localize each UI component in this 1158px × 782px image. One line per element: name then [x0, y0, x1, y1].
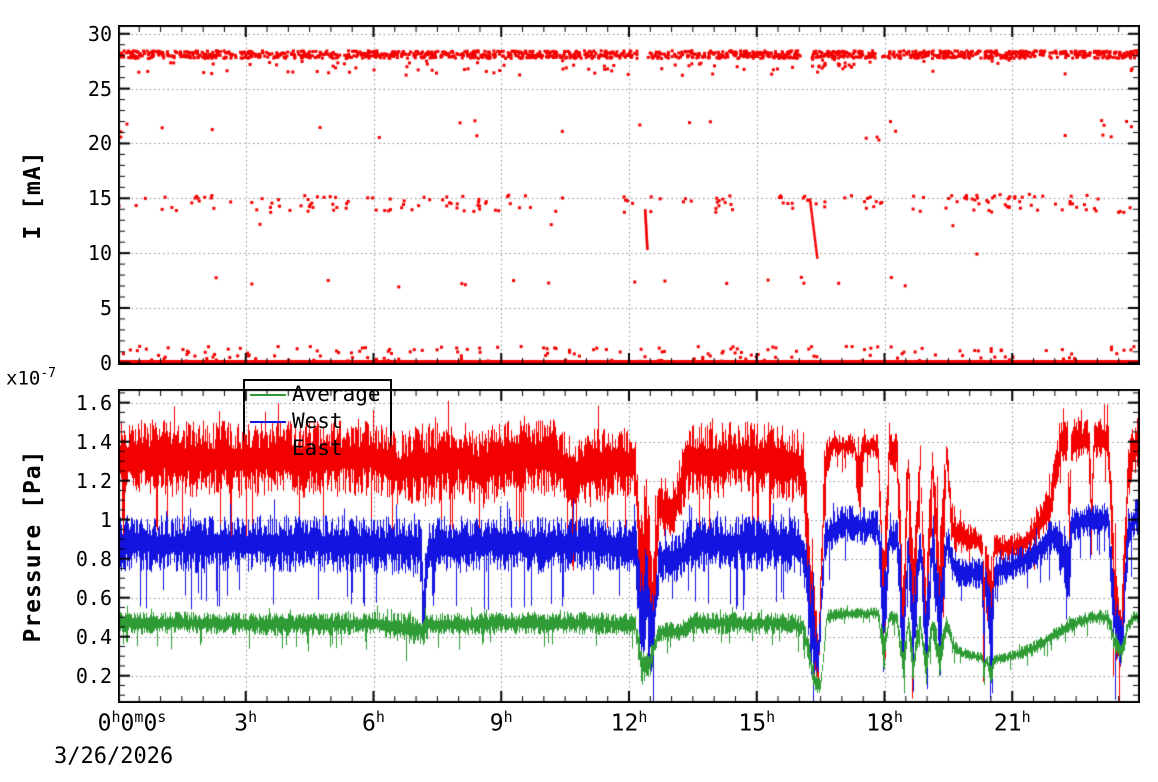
y-tick-label: 25 — [87, 76, 112, 101]
legend-entry-average: Average — [243, 381, 392, 408]
x-tick-label: 21h — [993, 708, 1031, 737]
pressure-vs-time-plot — [118, 389, 1140, 703]
legend-line-east — [250, 447, 286, 450]
multiplier-exponent: -7 — [40, 366, 56, 381]
legend-line-west — [250, 420, 286, 423]
pressure-axis-title: Pressure [Pa] — [20, 449, 46, 643]
legend-label-west: West — [292, 409, 343, 433]
y-tick-label: 0.8 — [75, 546, 112, 571]
legend-label-east: East — [292, 436, 343, 460]
y-tick-label: 1.2 — [75, 468, 112, 493]
x-tick-label: 18h — [866, 708, 903, 737]
y-tick-label: 10 — [87, 241, 112, 266]
pressure-scale-multiplier: x10-7 — [6, 366, 56, 389]
date-label: 3/26/2026 — [54, 744, 174, 769]
x-tick-label: 9h — [489, 708, 513, 737]
y-tick-label: 1 — [99, 507, 112, 532]
y-tick-label: 0.4 — [75, 624, 112, 649]
y-tick-label: 0.2 — [75, 663, 112, 688]
current-vs-time-plot — [118, 25, 1140, 365]
legend: Average West East — [243, 379, 392, 465]
x-tick-label: 3h — [234, 708, 258, 737]
x-tick-label: 12h — [610, 708, 648, 737]
y-tick-label: 0 — [99, 350, 112, 375]
legend-entry-west: West — [243, 408, 392, 435]
y-tick-label: 1.6 — [75, 390, 112, 415]
y-tick-label: 15 — [87, 186, 112, 211]
current-axis-title: I [mA] — [20, 150, 46, 240]
multiplier-base: x10 — [6, 367, 41, 390]
x-tick-label: 15h — [738, 708, 776, 737]
legend-entry-east: East — [243, 435, 392, 462]
y-tick-label: 5 — [99, 295, 112, 320]
legend-line-average — [250, 393, 286, 396]
y-tick-label: 0.6 — [75, 585, 112, 610]
y-tick-label: 20 — [87, 131, 112, 156]
y-tick-label: 30 — [87, 21, 112, 46]
y-tick-label: 1.4 — [75, 429, 112, 454]
x-tick-label: 6h — [362, 708, 385, 737]
legend-label-average: Average — [292, 382, 381, 406]
x-tick-label: 0h0m0s — [97, 708, 167, 737]
